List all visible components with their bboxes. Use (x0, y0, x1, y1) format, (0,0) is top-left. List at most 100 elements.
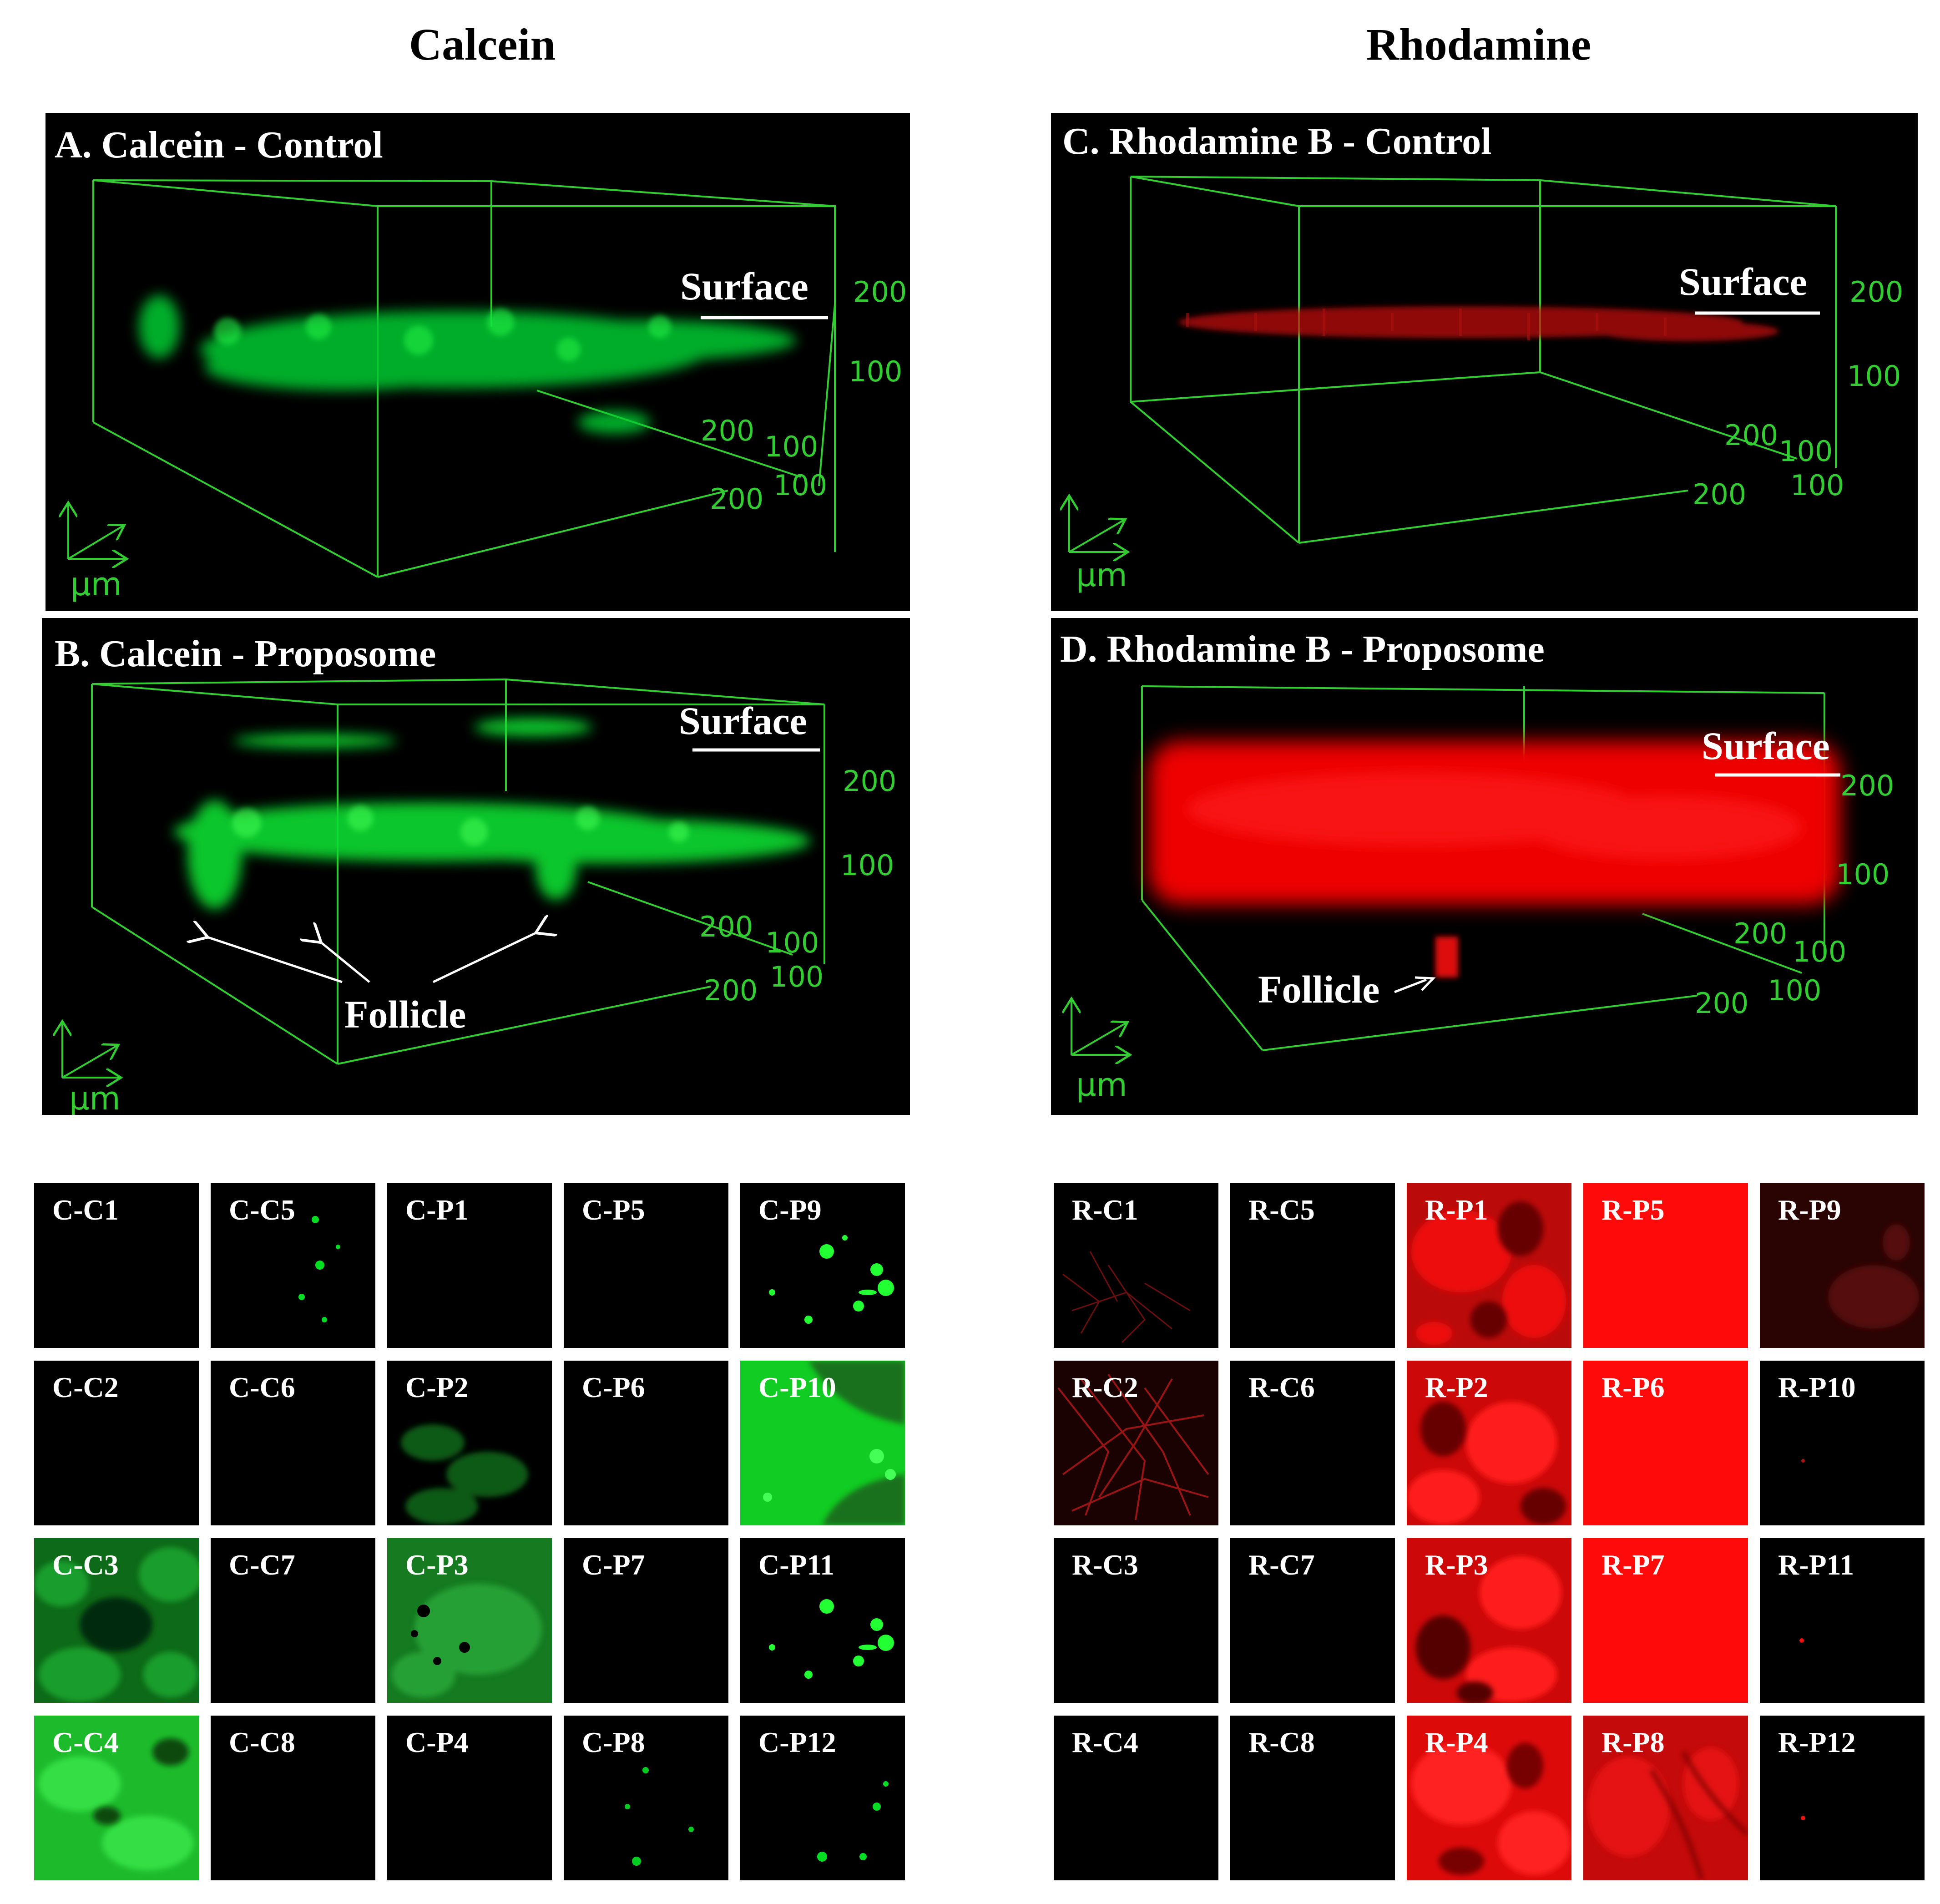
panel-d-follicle-label: Follicle (1258, 967, 1379, 1011)
panel-a-calcein-control: Surface 200 100 200 100 100 200 µm A. Ca… (45, 113, 910, 611)
panel-b-tick-z-200: 200 (843, 765, 896, 798)
panel-b-3d-render: Surface Follicle 200 100 200 100 100 200… (42, 679, 896, 1115)
panel-d-3d-render: Surface Follicle 200 100 200 100 100 200… (1051, 685, 1894, 1104)
panel-c-unit-label: µm (1076, 557, 1127, 594)
tile-label: C-P9 (758, 1194, 822, 1226)
calcein-tile: C-P12 (740, 1716, 905, 1880)
tile-label: R-C3 (1072, 1549, 1138, 1581)
panel-a-tick-z-200: 200 (853, 275, 907, 309)
calcein-tile: C-P10 (740, 1361, 905, 1525)
column-title-rhodamine: Rhodamine (1366, 19, 1591, 70)
rhodamine-tile: R-P10 (1760, 1361, 1925, 1525)
rhodamine-tile: R-P11 (1760, 1538, 1925, 1703)
tile-label: C-P12 (758, 1726, 836, 1758)
calcein-tile: C-P3 (387, 1538, 552, 1703)
tile-label: C-P11 (758, 1549, 835, 1581)
rhodamine-tile: R-P9 (1760, 1183, 1925, 1348)
tile-label: C-P7 (582, 1549, 645, 1581)
tile-label: C-P10 (758, 1371, 836, 1403)
panel-c-tick-x-200: 200 (1692, 478, 1746, 511)
panel-b-tick-z-100: 100 (840, 849, 894, 882)
panel-d-title: D. Rhodamine B - Proposome (1060, 628, 1545, 670)
panel-a-tick-x-200: 200 (710, 482, 763, 516)
tile-label: C-C1 (52, 1194, 119, 1226)
rhodamine-tile: R-C3 (1054, 1538, 1218, 1703)
tile-label: R-C8 (1248, 1726, 1315, 1758)
rhodamine-tile: R-P6 (1583, 1361, 1748, 1525)
calcein-tile: C-P6 (564, 1361, 728, 1525)
panel-b-tick-x2-100: 100 (770, 960, 823, 993)
calcein-tile: C-C7 (211, 1538, 375, 1703)
calcein-tile: C-C1 (34, 1183, 199, 1348)
column-title-calcein: Calcein (409, 19, 556, 70)
panel-b-tick-y-200: 200 (699, 910, 753, 943)
tile-label: R-P1 (1425, 1194, 1488, 1226)
panel-b-tick-x-200: 200 (704, 974, 758, 1007)
tile-label: R-P5 (1602, 1194, 1665, 1226)
panel-c-tick-x2-100: 100 (1790, 469, 1844, 502)
tile-label: C-P6 (582, 1371, 645, 1403)
tile-label: C-P3 (405, 1549, 469, 1581)
calcein-tile: C-P4 (387, 1716, 552, 1880)
tile-label: C-P5 (582, 1194, 645, 1226)
rhodamine-tile: R-C2 (1054, 1361, 1218, 1525)
tile-label: R-P6 (1602, 1371, 1665, 1403)
tile-label: C-P4 (405, 1726, 469, 1758)
panel-d-tick-z-100: 100 (1836, 858, 1889, 891)
tile-label: C-P2 (405, 1371, 469, 1403)
calcein-tile: C-C6 (211, 1361, 375, 1525)
calcein-tile: C-P1 (387, 1183, 552, 1348)
panel-d-unit-label: µm (1076, 1066, 1127, 1104)
rhodamine-tile: R-C6 (1230, 1361, 1395, 1525)
panel-b-title: B. Calcein - Proposome (55, 633, 436, 675)
calcein-tile: C-P8 (564, 1716, 728, 1880)
rhodamine-tile: R-P1 (1407, 1183, 1571, 1348)
tile-label: R-P12 (1778, 1726, 1856, 1758)
panel-d-rhodamine-proposome: Surface Follicle 200 100 200 100 100 200… (1051, 618, 1918, 1115)
rhodamine-tile: R-P2 (1407, 1361, 1571, 1525)
tile-label: C-C3 (52, 1549, 119, 1581)
panel-a-tick-y-100: 100 (764, 430, 818, 463)
panel-a-tick-z-100: 100 (849, 355, 902, 388)
panel-c-3d-render: Surface 200 100 200 100 100 200 µm (1051, 176, 1903, 594)
panel-c-surface-label: Surface (1679, 260, 1807, 304)
rhodamine-tile: R-P7 (1583, 1538, 1748, 1703)
tile-label: C-C4 (52, 1726, 119, 1758)
calcein-tile: C-C4 (34, 1716, 199, 1880)
tile-label: C-C6 (229, 1371, 295, 1403)
tile-label: C-P8 (582, 1726, 645, 1758)
panel-d-tick-x2-100: 100 (1768, 974, 1821, 1007)
tile-label: R-C2 (1072, 1371, 1138, 1403)
panel-a-tick-y-200: 200 (701, 414, 754, 447)
tile-label: R-P8 (1602, 1726, 1665, 1758)
rhodamine-tile: R-C5 (1230, 1183, 1395, 1348)
tile-label: R-C1 (1072, 1194, 1138, 1226)
panel-c-rhodamine-control: Surface 200 100 200 100 100 200 µm C. Rh… (1051, 113, 1918, 611)
tile-label: R-C4 (1072, 1726, 1138, 1758)
rhodamine-tile: R-P4 (1407, 1716, 1571, 1880)
rhodamine-tile: R-P3 (1407, 1538, 1571, 1703)
panel-d-tick-y-200: 200 (1733, 917, 1787, 950)
panel-b-surface-label: Surface (679, 699, 807, 743)
rhodamine-tile: R-C8 (1230, 1716, 1395, 1880)
panel-c-tick-y-100: 100 (1779, 435, 1833, 468)
tile-label: R-P10 (1778, 1371, 1856, 1403)
calcein-tile: C-P9 (740, 1183, 905, 1348)
rhodamine-tile: R-C4 (1054, 1716, 1218, 1880)
rhodamine-tile: R-P8 (1583, 1716, 1748, 1880)
calcein-tile: C-P2 (387, 1361, 552, 1525)
tile-label: R-P2 (1425, 1371, 1488, 1403)
rhodamine-tile: R-C1 (1054, 1183, 1218, 1348)
tile-label: R-C7 (1248, 1549, 1315, 1581)
tile-label: R-P11 (1778, 1549, 1854, 1581)
panel-d-surface-label: Surface (1702, 724, 1830, 768)
calcein-tile: C-P11 (740, 1538, 905, 1703)
calcein-tile: C-C5 (211, 1183, 375, 1348)
tile-label: C-C2 (52, 1371, 119, 1403)
rhodamine-tile: R-C7 (1230, 1538, 1395, 1703)
calcein-tile: C-C8 (211, 1716, 375, 1880)
panel-c-tick-z-200: 200 (1849, 275, 1903, 309)
tile-label: R-P3 (1425, 1549, 1488, 1581)
panel-a-3d-render: Surface 200 100 200 100 100 200 µm (45, 179, 907, 603)
tile-label: C-C8 (229, 1726, 295, 1758)
